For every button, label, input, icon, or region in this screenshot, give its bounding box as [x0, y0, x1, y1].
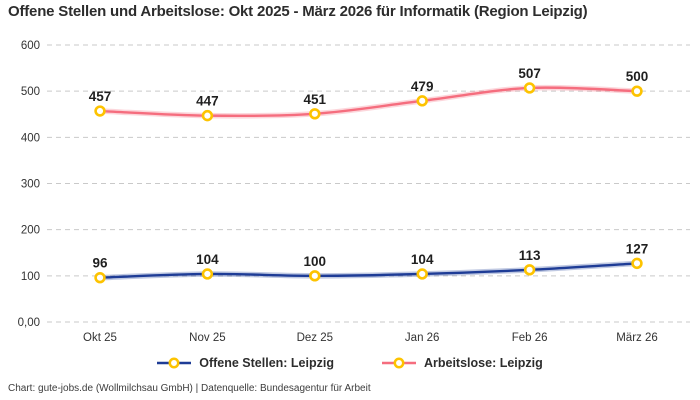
data-point-label-arbeitslose: 507	[518, 66, 541, 81]
data-point-marker-arbeitslose	[94, 105, 106, 117]
chart-legend: Offene Stellen: Leipzig Arbeitslose: Lei…	[0, 356, 700, 370]
x-tick-label: Jan 26	[405, 332, 440, 344]
data-point-label-offene-stellen: 100	[304, 254, 327, 269]
data-point-marker-offene-stellen	[631, 257, 643, 270]
legend-label-arbeitslose: Arbeitslose: Leipzig	[423, 356, 543, 370]
y-tick-label: 0,00	[18, 317, 40, 329]
data-point-marker-arbeitslose	[201, 109, 214, 122]
y-tick-label: 400	[21, 132, 40, 144]
legend-item-arbeitslose[interactable]: Arbeitslose: Leipzig	[381, 356, 543, 370]
data-point-label-arbeitslose: 479	[411, 79, 434, 94]
series-line-offene-stellen	[98, 262, 639, 279]
y-tick-label: 500	[21, 86, 40, 98]
data-point-label-offene-stellen: 104	[196, 252, 219, 267]
series-line-glow-arbeitslose	[97, 84, 640, 119]
x-tick-label: Nov 25	[189, 332, 225, 344]
data-point-marker-offene-stellen	[416, 268, 428, 280]
x-tick-label: Feb 26	[512, 332, 548, 344]
y-tick-label: 200	[21, 225, 40, 237]
legend-swatch-arbeitslose	[381, 357, 416, 369]
data-point-label-arbeitslose: 447	[196, 94, 219, 109]
data-point-label-offene-stellen: 104	[411, 252, 434, 267]
data-point-marker-arbeitslose	[523, 82, 536, 94]
data-point-marker-offene-stellen	[94, 271, 106, 284]
data-point-label-arbeitslose: 451	[304, 92, 327, 107]
y-tick-label: 100	[21, 271, 40, 283]
data-point-marker-arbeitslose	[631, 85, 643, 97]
legend-marker-icon	[168, 357, 180, 369]
legend-marker-icon	[393, 357, 405, 369]
series-line-arbeitslose	[98, 86, 639, 118]
data-point-label-offene-stellen: 127	[626, 241, 649, 256]
y-tick-label: 300	[21, 179, 40, 191]
data-point-label-offene-stellen: 96	[92, 256, 108, 271]
x-tick-label: März 26	[616, 332, 658, 344]
legend-swatch-offene-stellen	[157, 357, 192, 369]
legend-label-offene-stellen: Offene Stellen: Leipzig	[199, 356, 334, 370]
data-point-marker-arbeitslose	[309, 108, 321, 120]
data-point-marker-offene-stellen	[201, 268, 214, 280]
y-tick-label: 600	[21, 40, 40, 52]
x-tick-label: Dez 25	[297, 332, 333, 344]
data-point-label-offene-stellen: 113	[519, 248, 541, 263]
x-tick-label: Okt 25	[83, 332, 117, 344]
legend-item-offene-stellen[interactable]: Offene Stellen: Leipzig	[157, 356, 334, 370]
data-point-label-arbeitslose: 500	[626, 69, 649, 84]
data-point-marker-arbeitslose	[416, 95, 428, 107]
data-point-label-arbeitslose: 457	[89, 89, 112, 104]
chart-title: Offene Stellen und Arbeitslose: Okt 2025…	[8, 3, 588, 20]
chart-footer-attribution: Chart: gute-jobs.de (Wollmilchsau GmbH) …	[8, 383, 371, 394]
data-point-marker-offene-stellen	[309, 270, 321, 282]
data-point-marker-offene-stellen	[523, 264, 536, 276]
